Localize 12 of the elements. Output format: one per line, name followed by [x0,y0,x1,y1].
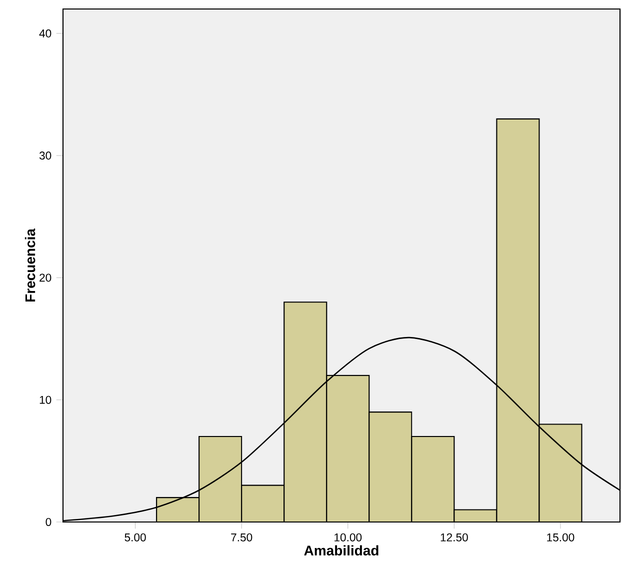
y-tick-label: 40 [39,29,52,38]
x-tick-label: 7.50 [231,533,252,542]
x-tick-label: 12.50 [440,533,468,542]
x-tick-label: 10.00 [334,533,362,542]
y-tick-label: 30 [39,152,52,160]
x-axis-title: Amabilidad [304,545,378,556]
y-axis-title: Frecuencia [24,228,36,302]
x-tick-label: 15.00 [547,533,574,542]
x-tick-label: 5.00 [124,533,146,542]
y-tick-label: 10 [40,396,52,404]
y-tick-label: 20 [40,274,52,282]
y-tick-label: 0 [46,518,52,526]
